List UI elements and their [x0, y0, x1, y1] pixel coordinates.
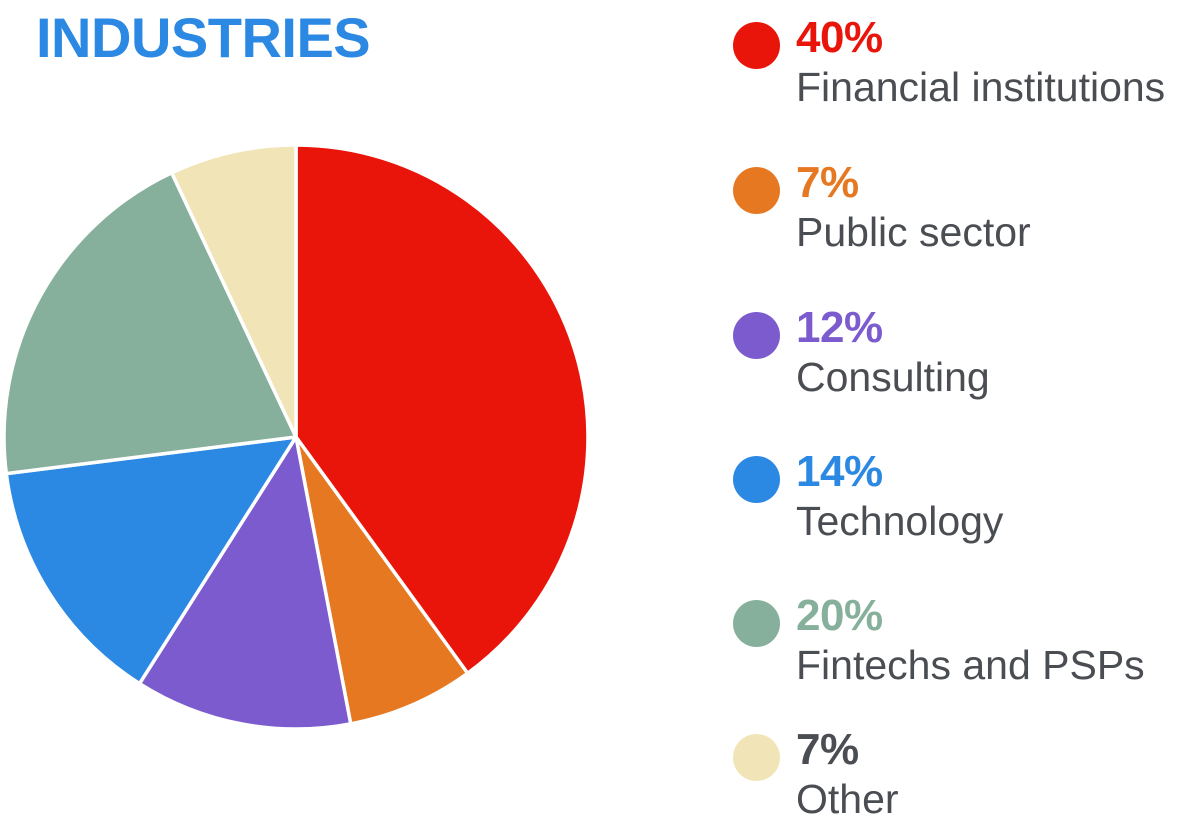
legend-item-public-sector: 7% Public sector — [733, 155, 1200, 265]
legend-dot-icon — [733, 456, 780, 503]
pie-slice-other — [169, 143, 298, 439]
legend-percentage: 7% — [796, 158, 859, 207]
pie-chart — [0, 140, 600, 740]
pie-slice-financial-institutions — [294, 143, 590, 675]
legend-percentage: 14% — [796, 447, 883, 496]
pie-slice-fintechs-and-psps — [2, 171, 298, 476]
legend-dot-icon — [733, 22, 780, 69]
legend-item-technology: 14% Technology — [733, 444, 1200, 554]
legend-label: Financial institutions — [796, 64, 1166, 110]
legend-item-consulting: 12% Consulting — [733, 300, 1200, 410]
pie-slice-consulting — [137, 435, 353, 731]
legend-percentage: 12% — [796, 303, 883, 352]
legend-percentage: 40% — [796, 13, 883, 62]
legend-label: Consulting — [796, 354, 990, 400]
legend-dot-icon — [733, 167, 780, 214]
legend-item-other: 7% Other — [733, 722, 1200, 832]
chart-title: INDUSTRIES — [36, 6, 371, 69]
pie-chart-svg — [2, 143, 590, 731]
pie-slice-technology — [4, 435, 298, 686]
legend-item-financial-institutions: 40% Financial institutions — [733, 10, 1200, 120]
legend-percentage: 7% — [796, 725, 859, 774]
legend-label: Fintechs and PSPs — [796, 642, 1145, 688]
legend-label: Other — [796, 776, 899, 822]
legend-label: Public sector — [796, 209, 1031, 255]
legend-percentage: 20% — [796, 591, 883, 640]
legend-item-fintechs-and-psps: 20% Fintechs and PSPs — [733, 588, 1200, 698]
legend-dot-icon — [733, 734, 780, 781]
legend-label: Technology — [796, 498, 1004, 544]
pie-slice-public-sector — [294, 435, 470, 726]
legend-dot-icon — [733, 600, 780, 647]
legend: 40% Financial institutions 7% Public sec… — [733, 0, 1200, 822]
legend-dot-icon — [733, 312, 780, 359]
